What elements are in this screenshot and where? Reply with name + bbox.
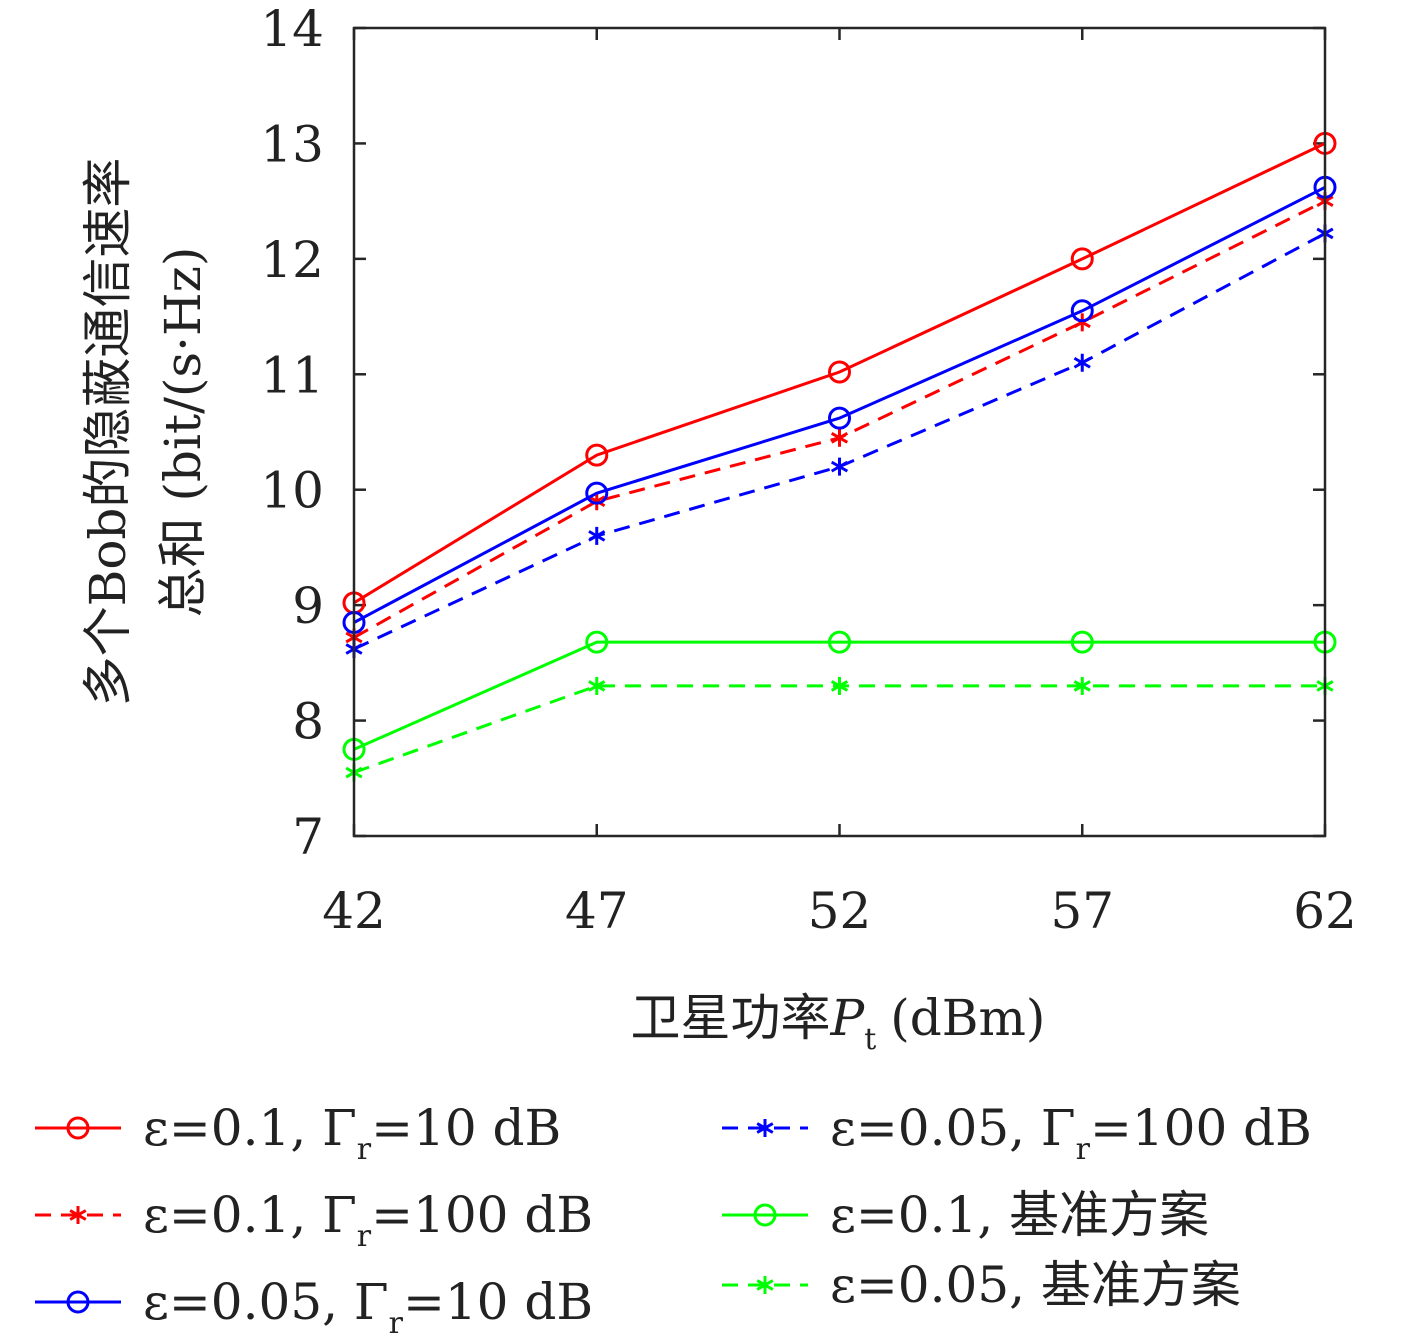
legend-swatch-marker (753, 1203, 777, 1227)
series-4-point (1073, 353, 1091, 372)
y-tick-label: 7 (292, 808, 324, 866)
legend-item-4: ε=0.05, Γr=100 dB (722, 1099, 1312, 1167)
y-tick-label: 14 (260, 0, 324, 58)
series-6-point (830, 676, 849, 695)
y-tick-label: 10 (260, 462, 324, 520)
series-3-point (585, 481, 609, 505)
x-axis-title: 卫星功率Pt (dBm) (631, 989, 1046, 1057)
series-line-3 (353, 185, 1326, 624)
series-6-point (588, 676, 606, 695)
legend-label: ε=0.05, 基准方案 (830, 1256, 1241, 1314)
series-3-point (828, 406, 851, 430)
x-tick-label: 57 (1050, 882, 1114, 940)
legend-label: ε=0.05, Γr=10 dB (143, 1273, 593, 1337)
x-tick-label: 47 (565, 882, 629, 940)
y-axis-title-line1: 多个Bob的隐蔽通信速率 (79, 158, 137, 707)
legend-item-1: ε=0.1, Γr=10 dB (35, 1099, 561, 1167)
legend-swatch-marker (69, 1206, 87, 1224)
x-tick-label: 42 (322, 882, 386, 940)
series-1-point (585, 443, 609, 467)
series-line-1 (353, 142, 1326, 605)
series-2-point (588, 492, 606, 511)
legend-item-5: ε=0.1, 基准方案 (722, 1186, 1209, 1244)
series-1-point (828, 360, 851, 384)
x-tick-label: 52 (808, 882, 872, 940)
series-4-point (830, 457, 849, 476)
plot-frame (352, 26, 1327, 838)
series-5-point (1070, 630, 1094, 654)
y-tick-label: 11 (260, 346, 324, 404)
series-line-5 (353, 640, 1325, 751)
series-4-point (588, 526, 606, 545)
legend-label: ε=0.05, Γr=100 dB (830, 1099, 1312, 1167)
legend-swatch-marker (66, 1116, 90, 1140)
legend-item-3: ε=0.05, Γr=10 dB (35, 1273, 593, 1341)
series-1-point (1070, 247, 1094, 271)
y-tick-label: 12 (260, 231, 324, 289)
series-6-point (1073, 676, 1091, 695)
legend-item-6: ε=0.05, 基准方案 (722, 1256, 1241, 1314)
y-axis-title-line2: 总和 (bit/(s·Hz) (154, 247, 212, 618)
legend-swatch-marker (756, 1119, 774, 1137)
legend-swatch-marker (756, 1276, 774, 1294)
series-2-point (830, 428, 849, 447)
legend: ε=0.1, Γr=10 dB ε=0.1, Γr=100 dB ε=0.05, Γ… (35, 1099, 1312, 1341)
y-tick-label: 9 (292, 577, 324, 635)
legend-swatch-marker (66, 1290, 90, 1314)
y-tick-label: 13 (260, 115, 324, 173)
legend-label: ε=0.1, Γr=10 dB (143, 1099, 561, 1167)
series-5-point (828, 630, 851, 654)
series-3-point (1070, 299, 1094, 323)
y-tick-label: 8 (292, 693, 324, 751)
legend-label: ε=0.1, 基准方案 (830, 1186, 1209, 1244)
frame-layer (352, 26, 1327, 838)
series-5-point (585, 630, 609, 654)
x-tick-label: 62 (1293, 882, 1357, 940)
legend-item-2: ε=0.1, Γr=100 dB (35, 1186, 593, 1254)
legend-label: ε=0.1, Γr=100 dB (143, 1186, 593, 1254)
text-layer: 7 8 9 10 11 12 13 14 42 47 52 57 62 卫星功率Pt (dBm) 多个Bob的… (79, 0, 1357, 1057)
